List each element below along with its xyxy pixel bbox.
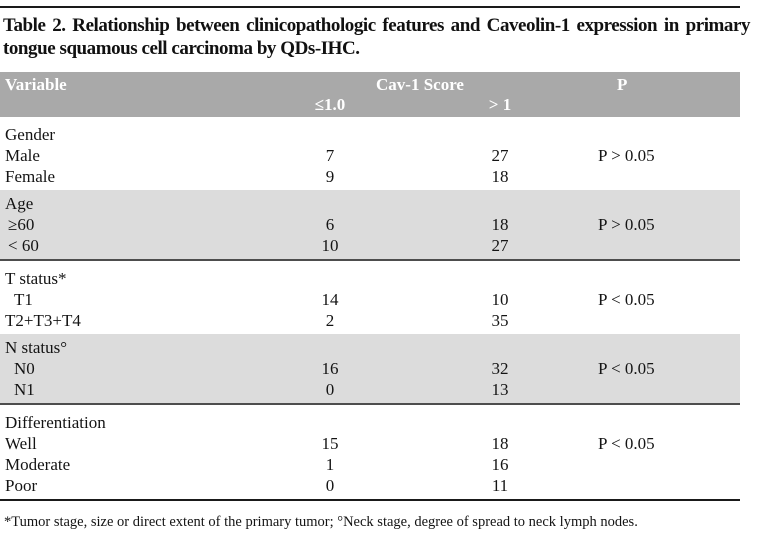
section-label: Differentiation (5, 413, 106, 432)
table-section: Gender Male 7 27 P > 0.05 Female 9 18 (0, 117, 740, 190)
cell-p-value: P < 0.05 (598, 290, 655, 309)
cell-variable: Poor (5, 476, 38, 495)
cell-le10: 0 (325, 380, 335, 399)
cell-le10: 6 (325, 215, 335, 234)
cell-le10: 2 (325, 311, 335, 330)
table-row: T1 14 10 P < 0.05 (0, 289, 740, 310)
header-p: P (617, 75, 628, 94)
cell-p-value (590, 475, 740, 496)
section-label-row: N status° (0, 337, 740, 358)
table-section: Differentiation Well 15 18 P < 0.05 Moderate 1… (0, 405, 740, 499)
table-row: N0 16 32 P < 0.05 (0, 358, 740, 379)
cell-gt1: 35 (491, 311, 509, 330)
header-variable: Variable (5, 75, 67, 94)
table-row: Male 7 27 P > 0.05 (0, 145, 740, 166)
cell-gt1: 10 (491, 290, 509, 309)
section-label-row: T status* (0, 268, 740, 289)
table-section: T status* T1 14 10 P < 0.05 T2+T3+T4 2 35 (0, 261, 740, 334)
cell-variable: Moderate (5, 455, 71, 474)
header-sub-le10: ≤1.0 (314, 95, 346, 114)
cell-p-value: P > 0.05 (598, 146, 655, 165)
section-label: Gender (5, 125, 56, 144)
cell-le10: 0 (325, 476, 335, 495)
table-row: Well 15 18 P < 0.05 (0, 433, 740, 454)
section-label-row: Differentiation (0, 412, 740, 433)
table-row: Female 9 18 (0, 166, 740, 187)
cell-variable: < 60 (8, 236, 39, 255)
section-label: Age (5, 194, 34, 213)
cell-variable: T2+T3+T4 (5, 311, 81, 330)
cell-le10: 16 (321, 359, 339, 378)
top-rule (0, 6, 740, 8)
table-row: Poor 0 11 (0, 475, 740, 496)
cell-p-value: P > 0.05 (598, 215, 655, 234)
table-row: N1 0 13 (0, 379, 740, 400)
cell-p-value: P < 0.05 (598, 359, 655, 378)
header-sub-gt1: > 1 (488, 95, 512, 114)
table-body: Gender Male 7 27 P > 0.05 Female 9 18 Age ≥60 6 18 P… (0, 117, 740, 499)
cell-variable: T1 (14, 290, 33, 309)
table-section: Age ≥60 6 18 P > 0.05 < 60 10 27 (0, 190, 740, 261)
cell-gt1: 27 (491, 236, 509, 255)
section-label: N status° (5, 338, 68, 357)
cell-gt1: 16 (491, 455, 509, 474)
header-row-1: Variable Cav-1 Score P (0, 75, 740, 95)
cell-gt1: 13 (491, 380, 509, 399)
bottom-rule (0, 499, 740, 501)
table-row: Moderate 1 16 (0, 454, 740, 475)
header-spacer-right (590, 95, 740, 115)
cell-le10: 7 (325, 146, 335, 165)
header-row-2: ≤1.0 > 1 (0, 95, 740, 115)
cell-gt1: 32 (491, 359, 509, 378)
cell-variable: Male (5, 146, 40, 165)
cell-le10: 15 (321, 434, 339, 453)
cell-gt1: 11 (491, 476, 509, 495)
cell-variable: ≥60 (8, 215, 35, 234)
cell-gt1: 27 (491, 146, 509, 165)
table-row: T2+T3+T4 2 35 (0, 310, 740, 331)
cell-p-value (590, 454, 740, 475)
cell-le10: 9 (325, 167, 335, 186)
cell-le10: 1 (325, 455, 335, 474)
header-cav1-score: Cav-1 Score (376, 75, 464, 94)
table-row: < 60 10 27 (0, 235, 740, 256)
cell-variable: Well (5, 434, 37, 453)
cell-p-value (590, 235, 740, 256)
table-header: Variable Cav-1 Score P ≤1.0 > 1 (0, 72, 740, 117)
cell-p-value (590, 166, 740, 187)
section-label-row: Gender (0, 124, 740, 145)
section-label-row: Age (0, 193, 740, 214)
cell-variable: N0 (14, 359, 35, 378)
cell-variable: Female (5, 167, 56, 186)
cell-p-value (590, 310, 740, 331)
data-table: Variable Cav-1 Score P ≤1.0 > 1 Gender Ma… (0, 72, 740, 499)
section-label: T status* (5, 269, 67, 288)
cell-le10: 10 (321, 236, 339, 255)
cell-le10: 14 (321, 290, 339, 309)
cell-gt1: 18 (491, 167, 509, 186)
footnote: *Tumor stage, size or direct extent of t… (4, 514, 638, 530)
table-caption: Table 2. Relationship between clinicopat… (3, 15, 750, 59)
cell-p-value: P < 0.05 (598, 434, 655, 453)
header-spacer-left (0, 95, 250, 115)
cell-p-value (590, 379, 740, 400)
table-row: ≥60 6 18 P > 0.05 (0, 214, 740, 235)
table-section: N status° N0 16 32 P < 0.05 N1 0 13 (0, 334, 740, 405)
cell-variable: N1 (14, 380, 35, 399)
cell-gt1: 18 (491, 215, 509, 234)
cell-gt1: 18 (491, 434, 509, 453)
